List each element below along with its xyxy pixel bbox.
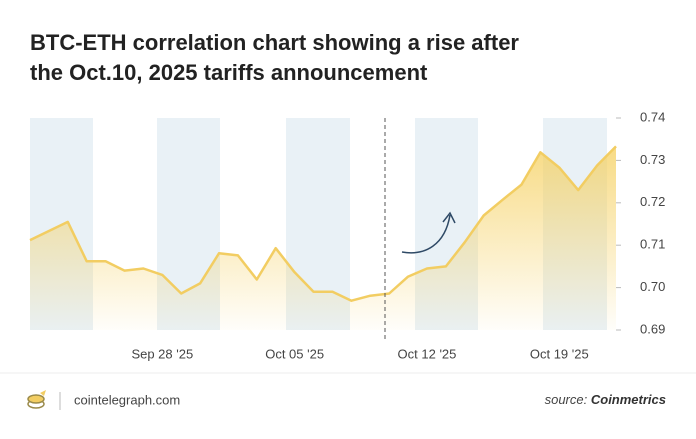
y-tick-label: 0.69: [640, 321, 665, 336]
trend-arrow: [401, 214, 451, 254]
logo: [27, 390, 46, 409]
x-tick-label: Sep 28 '25: [131, 346, 193, 361]
y-tick-label: 0.74: [640, 109, 665, 124]
site-name: cointelegraph.com: [74, 392, 180, 407]
source-name: Coinmetrics: [591, 392, 666, 407]
y-tick-label: 0.70: [640, 279, 665, 294]
chart-title: BTC-ETH correlation chart showing a rise…: [30, 30, 519, 55]
x-tick-label: Oct 12 '25: [398, 346, 457, 361]
source-label: source:: [545, 392, 588, 407]
x-tick-label: Oct 05 '25: [265, 346, 324, 361]
x-tick-label: Oct 19 '25: [530, 346, 589, 361]
chart-title: the Oct.10, 2025 tariffs announcement: [30, 60, 428, 85]
y-tick-label: 0.73: [640, 152, 665, 167]
y-tick-label: 0.71: [640, 237, 665, 252]
arrow-head: [442, 211, 456, 224]
area: [30, 146, 616, 330]
plot: 0.74 0.73 0.72 0.71 0.70 0.69 Sep 28 '25 Oct 05…: [29, 109, 665, 361]
source: source: Coinmetrics: [545, 392, 666, 407]
y-tick-label: 0.72: [640, 194, 665, 209]
line: [29, 145, 617, 302]
